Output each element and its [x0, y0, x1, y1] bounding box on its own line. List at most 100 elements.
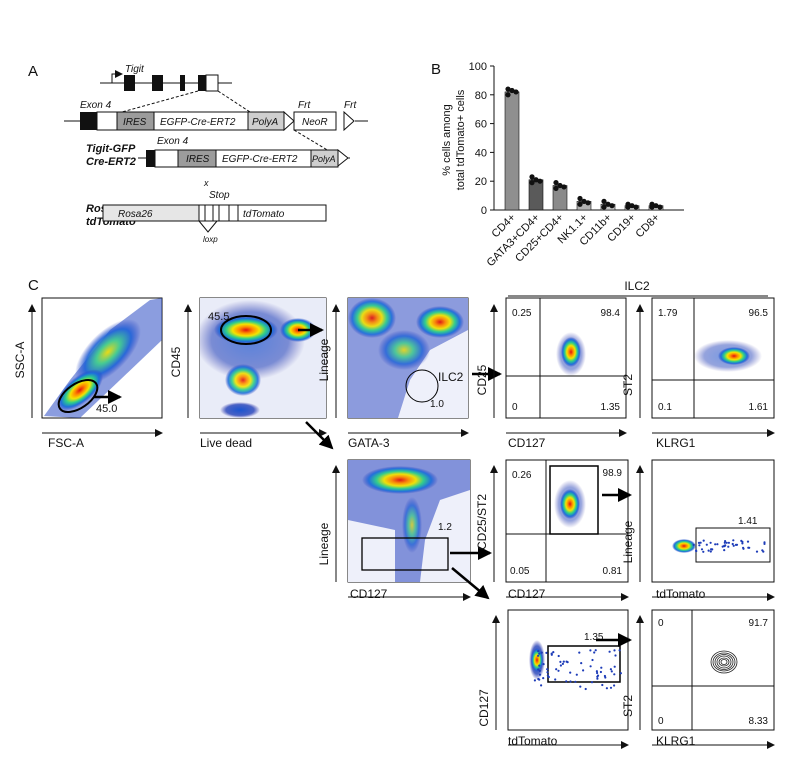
scatter-dot [609, 668, 613, 671]
tdtomato-box-label: tdTomato [243, 209, 285, 220]
scatter-dot [741, 542, 744, 545]
exon4-label-2: Exon 4 [157, 136, 189, 147]
y-tick-label: 100 [469, 61, 487, 73]
quadrant-top-left: 0.25 [512, 308, 532, 319]
density-cloud [556, 332, 586, 376]
scatter-dot [724, 544, 727, 547]
y-axis-label: ST2 [621, 695, 635, 717]
scatter-dot [569, 680, 572, 683]
ilc2-header: ILC2 [624, 279, 650, 293]
x-axis-label: tdTomato [508, 734, 558, 748]
allele-line2: Cre-ERT2 [86, 156, 136, 168]
density-cloud [348, 460, 470, 582]
scatter-dot [707, 549, 710, 552]
plot-gata3-lineage: ILC2 1.0 Lineage GATA-3 [317, 297, 502, 450]
panel-c: C ILC2 45.0 SSC-A FSC-A [13, 277, 775, 749]
y-axis-label: SSC-A [13, 342, 27, 379]
scatter-dot [613, 684, 616, 687]
scatter-dot [596, 675, 599, 678]
scatter-dot [552, 651, 555, 654]
data-point [509, 87, 515, 94]
scatter-dot [594, 649, 597, 652]
rosa26-allele: Rosa26 tdTomato x Stop Rosa26 tdTomato l… [86, 178, 327, 244]
plot-tdtomato-lineage: 1.41 Lineage tdTomato [621, 459, 775, 601]
scatter-dot [698, 544, 701, 547]
y-axis-label: CD45 [169, 346, 183, 377]
y-axis-label: ST2 [621, 374, 635, 396]
y-tick-label: 60 [475, 119, 487, 131]
y-tick-label: 0 [481, 205, 487, 217]
data-point [649, 204, 655, 210]
frt-label-2: Frt [344, 100, 357, 111]
scatter-dot [619, 672, 623, 675]
scatter-dot [584, 687, 587, 691]
data-point [557, 182, 563, 189]
x-axis-label: tdTomato [656, 587, 706, 601]
scatter-dot [610, 670, 613, 673]
ilc2-gate-label: ILC2 [438, 370, 464, 384]
category-label: CD8+ [634, 212, 663, 241]
plot-cd127-cd25st2: 0.26 98.9 0.05 0.81 CD25/ST2 CD127 [475, 459, 632, 601]
quadrant-bottom-right: 8.33 [749, 716, 769, 727]
scatter-dot [763, 542, 766, 546]
data-point [533, 177, 539, 183]
y-axis-label: CD127 [477, 689, 491, 727]
scatter-dot [735, 543, 739, 546]
scatter-dot [614, 654, 617, 657]
gate-value: 1.0 [430, 399, 444, 410]
scatter-dot [723, 541, 726, 544]
frt-label-1: Frt [298, 100, 311, 111]
quadrant-top-right: 98.9 [603, 468, 623, 479]
scatter-dot [761, 549, 764, 552]
gate-value: 45.5 [208, 311, 229, 323]
scatter-dot [582, 669, 585, 672]
scatter-dot [618, 649, 621, 652]
scatter-dot [709, 550, 712, 553]
tigit-allele: Tigit-GFP Cre-ERT2 Exon 4 IRES EGFP-Cre-… [86, 136, 350, 168]
scatter-dot [565, 680, 568, 683]
scatter-dot [537, 650, 540, 653]
scatter-dot [595, 670, 599, 673]
data-point [577, 195, 583, 202]
bar [504, 91, 520, 211]
stop-label: Stop [209, 190, 230, 201]
data-point [553, 180, 559, 186]
scatter-dot [559, 664, 563, 667]
x-axis-label: KLRG1 [656, 734, 696, 748]
data-point [653, 203, 659, 209]
panel-a: A Tigit Exon 4 Frt Frt IRES EGFP [28, 63, 368, 244]
scatter-dot [709, 541, 712, 544]
bar-chart: 020406080100CD4+GATA3+CD4+CD25+CD4+NK1.1… [469, 61, 684, 269]
scatter-dot [732, 544, 735, 547]
density-cloud [529, 640, 545, 680]
scatter-dots [533, 649, 623, 691]
density-cloud [672, 539, 696, 553]
scatter-dot [591, 658, 594, 662]
scatter-dot [538, 673, 542, 676]
quadrant-bottom-left: 0.1 [658, 402, 672, 413]
density-cloud [348, 298, 468, 418]
density-cloud [554, 480, 586, 528]
polya-label-2: PolyA [312, 154, 336, 164]
x-axis-label: CD127 [508, 436, 546, 450]
scatter-dot [540, 651, 543, 654]
y-tick-label: 80 [475, 90, 487, 102]
data-point [585, 200, 591, 206]
scatter-dot [724, 540, 727, 543]
data-point [601, 198, 607, 204]
scatter-dots [692, 539, 766, 553]
gate-ellipse [57, 379, 99, 413]
scatter-dot [569, 671, 572, 674]
scatter-dot [546, 671, 549, 674]
scatter-dot [538, 664, 541, 667]
scatter-dot [596, 677, 599, 680]
data-point [633, 204, 639, 210]
scatter-dot [705, 543, 708, 546]
data-point [601, 204, 607, 210]
scatter-dot [559, 660, 562, 664]
neor-label: NeoR [302, 117, 328, 128]
gate-value: 45.0 [96, 403, 117, 415]
scatter-dot [609, 686, 613, 689]
plot-fsc-ssc: 45.0 SSC-A FSC-A [13, 297, 163, 450]
panel-label-c: C [28, 277, 39, 294]
